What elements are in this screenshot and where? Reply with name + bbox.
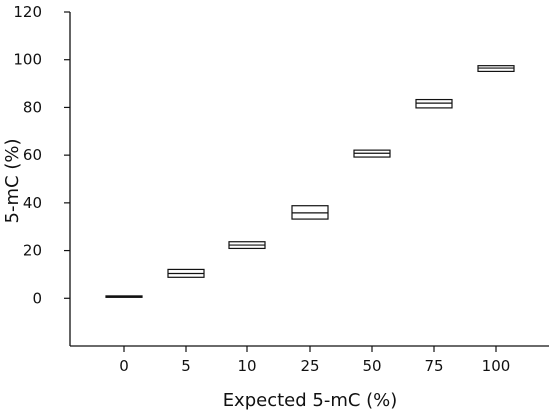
y-tick-label: 100 xyxy=(13,51,42,69)
x-tick-label: 10 xyxy=(237,357,256,375)
x-tick-label: 100 xyxy=(482,357,511,375)
ticks-layer: 0 20 40 60 80 100 120 0 5 10 25 50 75 100 xyxy=(13,3,510,375)
y-tick-label: 20 xyxy=(23,242,42,260)
x-tick-label: 50 xyxy=(362,357,381,375)
x-axis-title: Expected 5-mC (%) xyxy=(223,390,398,411)
x-tick-label: 5 xyxy=(181,357,191,375)
x-tick-label: 25 xyxy=(300,357,319,375)
x-tick-label: 75 xyxy=(424,357,443,375)
y-tick-label: 0 xyxy=(32,289,42,307)
boxes-layer xyxy=(105,65,515,298)
y-tick-label: 120 xyxy=(13,3,42,21)
y-axis-title: 5-mC (%) xyxy=(2,139,23,224)
y-tick-label: 60 xyxy=(23,146,42,164)
y-tick-label: 80 xyxy=(23,98,42,116)
y-tick-label: 40 xyxy=(23,194,42,212)
x-tick-label: 0 xyxy=(119,357,129,375)
